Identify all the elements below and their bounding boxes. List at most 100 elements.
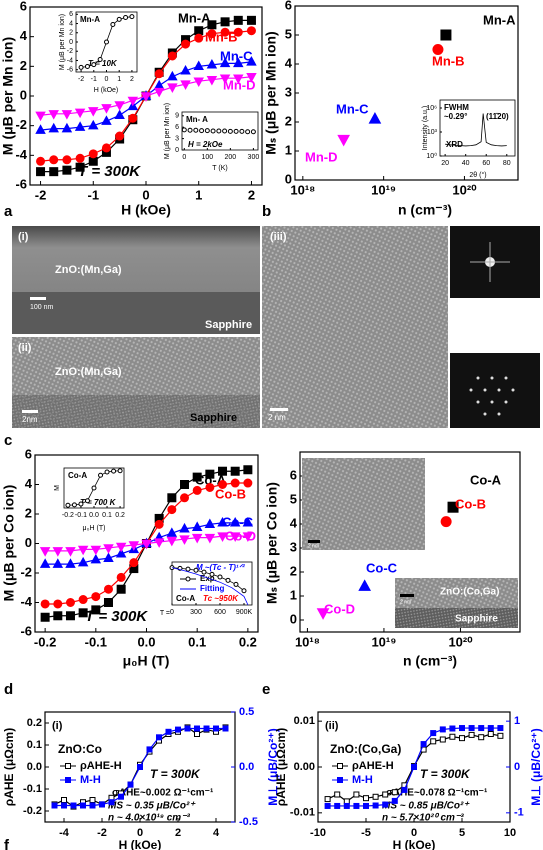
y-tick-label: 2 (285, 113, 292, 128)
marker (324, 796, 331, 803)
marker (111, 468, 117, 474)
marker (181, 127, 187, 133)
marker (48, 122, 59, 133)
series-label: Mn-A (178, 10, 211, 25)
marker (220, 17, 230, 27)
marker (99, 801, 105, 808)
y-tick-label: 6 (69, 11, 73, 18)
marker (108, 799, 115, 806)
y-tick-label: 0.0 (27, 761, 42, 773)
marker (114, 101, 125, 111)
marker (497, 732, 504, 739)
marker (363, 795, 369, 802)
scale-bar (30, 297, 46, 300)
marker (193, 567, 199, 573)
image-label: (iii) (270, 231, 287, 243)
marker (242, 532, 254, 542)
marker (91, 485, 97, 491)
x-tick-label: -2 (78, 76, 84, 83)
marker (432, 44, 444, 55)
legend-label: ρAHE-H (80, 760, 122, 772)
marker (391, 797, 398, 804)
marker (61, 110, 73, 120)
marker (217, 574, 223, 580)
marker (478, 725, 485, 732)
marker (468, 731, 475, 738)
y-tick-label: 0.2 (27, 717, 42, 729)
marker (337, 134, 350, 147)
marker (167, 70, 178, 81)
marker (35, 111, 46, 122)
marker (401, 786, 408, 793)
y-tick-label: 3 (175, 135, 179, 142)
marker (167, 493, 177, 503)
tem-image-iii: (iii) 2 nm (262, 226, 540, 428)
marker (78, 595, 88, 605)
y-tick-label: 4 (285, 55, 293, 70)
marker (229, 517, 241, 527)
y-tick-label: 10⁶ (426, 105, 437, 112)
scale-bar (308, 540, 320, 543)
annotation: Co-A (176, 594, 195, 603)
x-tick-label: -5 (361, 827, 371, 839)
marker (209, 571, 215, 577)
marker (222, 725, 229, 732)
y-tick-label: 0.00 (294, 761, 315, 773)
marker (115, 542, 127, 553)
marker (62, 165, 72, 175)
marker (89, 802, 96, 809)
marker (146, 746, 153, 753)
marker (51, 802, 58, 809)
plot-frame (299, 451, 521, 633)
marker (219, 74, 231, 85)
marker (128, 113, 138, 123)
x-tick-label: 2 (130, 76, 134, 83)
marker (53, 599, 63, 609)
marker (48, 110, 59, 120)
x-tick-label: 2 (248, 187, 255, 202)
series-label: Mn-C (220, 48, 253, 63)
marker (439, 736, 446, 743)
legend-marker (337, 763, 343, 769)
x-axis-label: T (K) (212, 165, 227, 172)
y2-tick-label: -0.5 (239, 816, 258, 828)
marker (165, 728, 172, 735)
y-tick-label: -0.1 (23, 783, 42, 795)
panel-label: a (4, 203, 13, 220)
series-label: Mn-D (305, 149, 338, 164)
y-tick-label: 4 (69, 20, 73, 27)
marker (104, 469, 110, 475)
marker (430, 738, 437, 745)
marker (233, 15, 243, 25)
marker (194, 725, 200, 732)
e-insets: 2 nm 2 nm ZnO:(Co,Ga) Sapphire (302, 458, 518, 628)
marker (154, 69, 164, 79)
marker (179, 522, 190, 533)
annotation: T = 300K (150, 767, 201, 781)
panel-label: c (4, 432, 12, 449)
x-tick-label: -0.2 (34, 634, 56, 649)
y-tick-label: 4 (25, 476, 33, 491)
x-tick-label: 300 (190, 609, 202, 616)
marker (154, 519, 164, 529)
marker (203, 725, 210, 732)
marker (175, 726, 181, 733)
annotation: T = 700 K (80, 498, 117, 507)
marker (103, 544, 114, 554)
marker (382, 791, 389, 798)
x-axis-label: H (kOe) (121, 202, 171, 218)
x-tick-label: 10²⁰ (448, 634, 473, 649)
marker (459, 725, 465, 732)
marker (127, 781, 134, 788)
marker (440, 29, 452, 41)
panel-label: b (262, 203, 271, 220)
scale-label: 2nm (22, 415, 38, 424)
marker (35, 124, 46, 134)
marker (245, 129, 251, 135)
marker (103, 584, 113, 594)
marker (218, 480, 228, 489)
y-tick-label: 0 (20, 87, 27, 102)
scale-bar (22, 410, 38, 413)
marker (185, 566, 191, 572)
